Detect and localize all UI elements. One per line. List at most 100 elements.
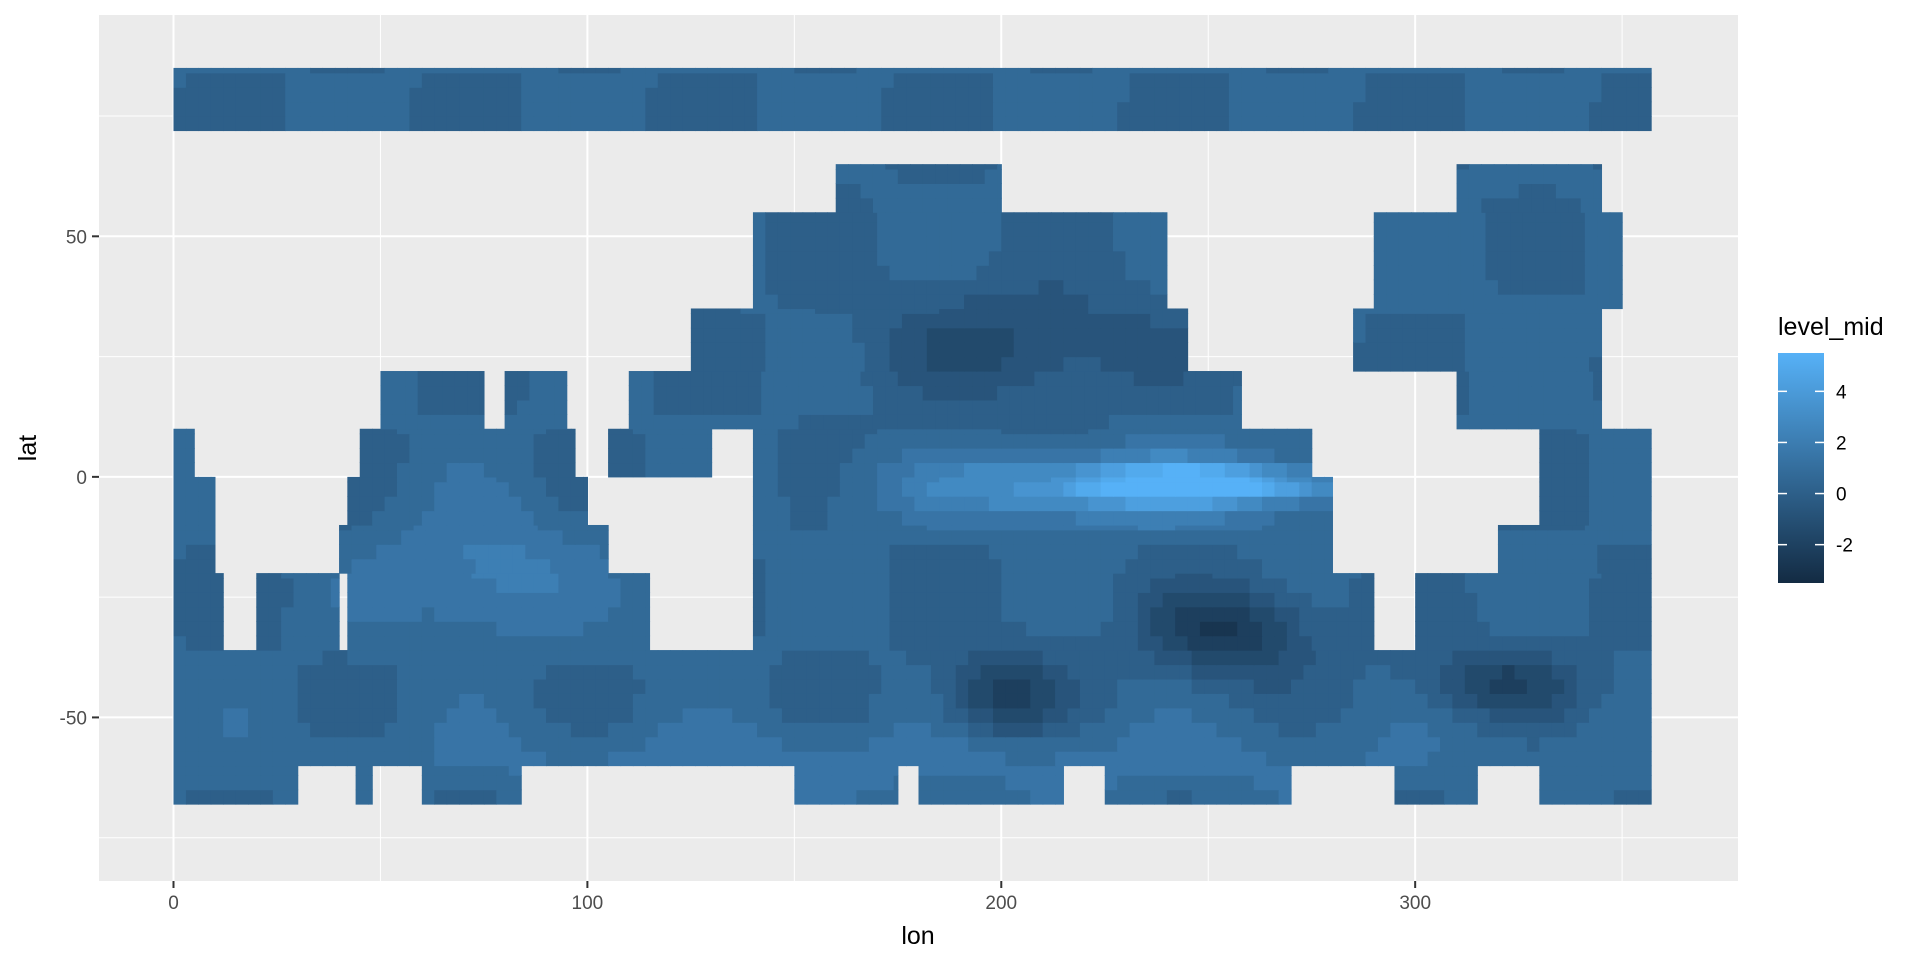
ocean-cell	[446, 635, 460, 651]
ocean-cell	[608, 751, 622, 767]
ocean-cell	[1564, 722, 1578, 738]
ocean-cell	[347, 606, 361, 622]
ocean-cell	[906, 722, 920, 738]
ocean-cell	[1154, 650, 1168, 666]
ocean-cell	[1609, 250, 1623, 266]
y-tick-label: -50	[60, 708, 87, 729]
ocean-cell	[1212, 621, 1226, 637]
ocean-cell	[1506, 168, 1520, 184]
ocean-cell	[384, 72, 398, 88]
ocean-cell	[1638, 428, 1652, 435]
ocean-cell	[1092, 650, 1106, 666]
ocean-cell	[645, 606, 651, 622]
ocean-cell	[1079, 664, 1093, 680]
ocean-cell	[1216, 707, 1230, 723]
ocean-cell	[1303, 87, 1317, 103]
ocean-cell	[1502, 72, 1516, 88]
ocean-cell	[446, 775, 460, 791]
ocean-cell	[852, 448, 866, 464]
ocean-cell	[1150, 356, 1164, 372]
ocean-cell	[434, 635, 448, 651]
ocean-cell	[856, 72, 870, 88]
ocean-cell	[1100, 510, 1114, 526]
ocean-cell	[450, 524, 464, 531]
ocean-cell	[1179, 707, 1193, 723]
ocean-cell	[802, 356, 816, 372]
ocean-cell	[1166, 664, 1180, 680]
ocean-cell	[831, 116, 845, 132]
ocean-cell	[223, 722, 237, 738]
ocean-cell	[1601, 573, 1615, 579]
ocean-cell	[372, 72, 386, 88]
ocean-cell	[939, 433, 953, 449]
ocean-cell	[1402, 356, 1416, 372]
ocean-cell	[1253, 775, 1267, 791]
ocean-cell	[1502, 67, 1516, 74]
ocean-cell	[901, 496, 915, 512]
ocean-cell	[459, 722, 473, 738]
ocean-cell	[330, 621, 340, 637]
ocean-cell	[790, 635, 804, 651]
ocean-cell	[827, 529, 841, 545]
ocean-cell	[546, 510, 560, 526]
x-tick-label: 200	[985, 893, 1017, 914]
ocean-cell	[1634, 524, 1648, 531]
ocean-cell	[1551, 510, 1565, 526]
ocean-cell	[1026, 308, 1040, 314]
ocean-cell	[1514, 573, 1528, 579]
ocean-cell	[1162, 212, 1168, 223]
ocean-cell	[1340, 751, 1354, 767]
ocean-cell	[1464, 573, 1478, 579]
ocean-cell	[1601, 448, 1615, 464]
ocean-cell	[1137, 524, 1151, 531]
ocean-cell	[980, 722, 994, 738]
ocean-cell	[951, 635, 965, 651]
ocean-cell	[918, 775, 932, 791]
ocean-cell	[794, 775, 808, 791]
ocean-cell	[620, 433, 634, 449]
ocean-cell	[322, 693, 336, 709]
ocean-cell	[1274, 558, 1288, 574]
ocean-cell	[926, 236, 940, 252]
ocean-cell	[198, 577, 212, 593]
ocean-cell	[1175, 356, 1189, 372]
ocean-cell	[1489, 313, 1503, 329]
ocean-cell	[1166, 67, 1180, 74]
ocean-cell	[359, 87, 373, 103]
ocean-cell	[1348, 621, 1362, 637]
ocean-cell	[1580, 385, 1594, 401]
ocean-cell	[781, 693, 795, 709]
ocean-cell	[467, 385, 481, 401]
ocean-cell	[372, 650, 386, 666]
ocean-cell	[1137, 428, 1151, 435]
ocean-cell	[1150, 327, 1164, 343]
ocean-cell	[1564, 428, 1578, 435]
ocean-cell	[827, 481, 841, 497]
ocean-cell	[790, 327, 804, 343]
ocean-cell	[1241, 707, 1255, 723]
ocean-cell	[1638, 775, 1652, 791]
ocean-cell	[471, 577, 485, 593]
ocean-cell	[769, 67, 783, 74]
ocean-cell	[293, 577, 307, 593]
ocean-cell	[781, 67, 795, 74]
ocean-cell	[1435, 294, 1449, 310]
ocean-cell	[210, 693, 224, 709]
ocean-cell	[558, 428, 572, 435]
ocean-cell	[1274, 635, 1288, 651]
ocean-cell	[1212, 592, 1226, 608]
ocean-cell	[1564, 775, 1578, 791]
ocean-cell	[744, 72, 758, 88]
ocean-cell	[1125, 558, 1139, 574]
ocean-cell	[1191, 678, 1205, 694]
ocean-cell	[839, 221, 853, 237]
ocean-cell	[1050, 342, 1064, 358]
ocean-cell	[868, 116, 882, 132]
ocean-cell	[881, 736, 895, 752]
ocean-cell	[546, 751, 560, 767]
ocean-cell	[1340, 693, 1354, 709]
ocean-cell	[1001, 496, 1015, 512]
ocean-cell	[1473, 279, 1487, 295]
ocean-cell	[1042, 101, 1056, 117]
ocean-cell	[1435, 250, 1449, 266]
